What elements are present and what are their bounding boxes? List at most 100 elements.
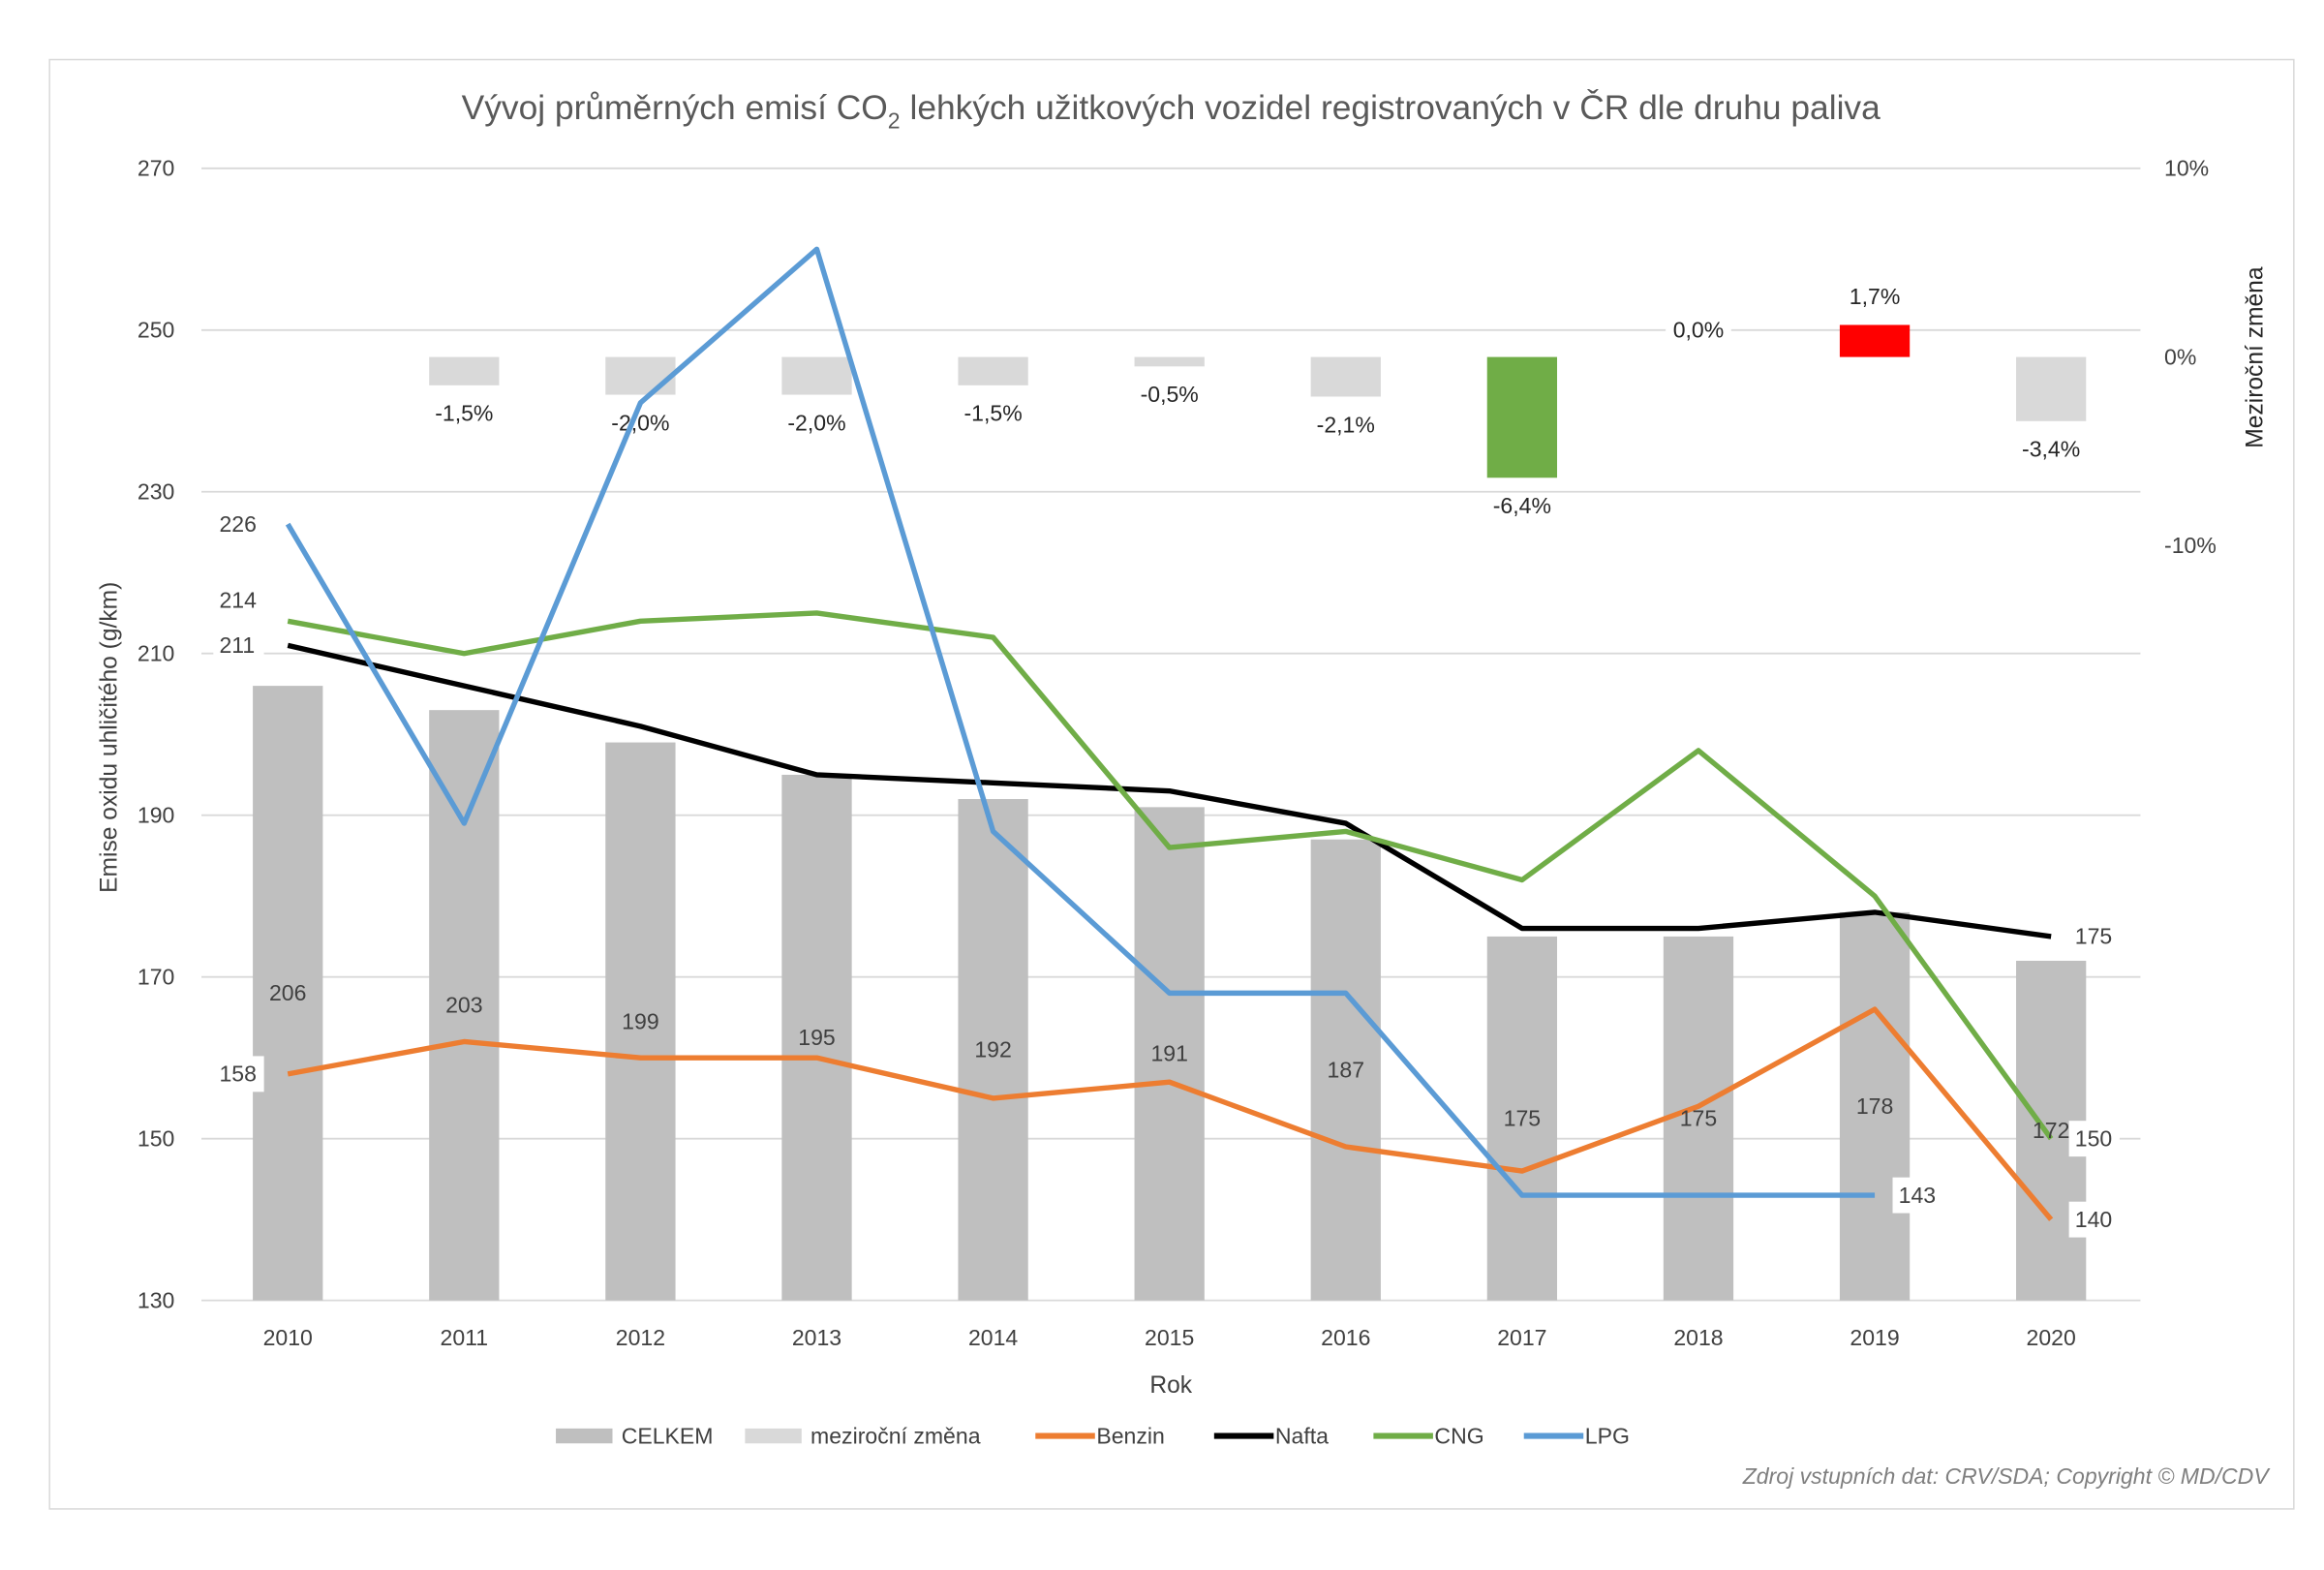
celkem-value-label: 199 bbox=[622, 1008, 658, 1033]
celkem-bar bbox=[253, 686, 323, 1301]
change-bar bbox=[1486, 356, 1558, 478]
celkem-bar bbox=[605, 742, 676, 1301]
celkem-value-label: 206 bbox=[269, 980, 306, 1005]
celkem-value-label: 187 bbox=[1328, 1057, 1364, 1082]
change-label: -6,4% bbox=[1493, 493, 1551, 518]
change-label: -2,0% bbox=[787, 410, 845, 435]
celkem-bars bbox=[253, 686, 2087, 1301]
change-bar bbox=[781, 356, 852, 395]
y2-axis-ticks: 10% 0% -10% bbox=[2164, 155, 2217, 558]
y-tick-label: 270 bbox=[138, 155, 174, 180]
line-label-bg bbox=[2068, 1121, 2120, 1157]
change-bar bbox=[2016, 356, 2087, 421]
line-value-label-benzin: 158 bbox=[219, 1062, 256, 1087]
celkem-bar bbox=[429, 710, 500, 1301]
x-tick-label: 2014 bbox=[968, 1325, 1018, 1350]
line-value-label-cng: 150 bbox=[2075, 1125, 2112, 1151]
y2-axis-label: Meziroční změna bbox=[2243, 266, 2269, 448]
celkem-bar bbox=[1134, 807, 1205, 1301]
y2-tick-label: -10% bbox=[2164, 533, 2217, 558]
change-bar bbox=[605, 356, 676, 395]
change-label: -1,5% bbox=[963, 401, 1022, 426]
line-value-label-nafta: 211 bbox=[219, 632, 255, 658]
celkem-value-label: 175 bbox=[1680, 1105, 1717, 1130]
legend-swatch bbox=[745, 1428, 802, 1444]
celkem-value-label: 195 bbox=[798, 1025, 835, 1050]
line-label-bg bbox=[213, 1056, 264, 1093]
legend-entry: meziroční změna bbox=[810, 1423, 981, 1448]
celkem-bar bbox=[1839, 911, 1911, 1301]
y2-tick-label: 0% bbox=[2164, 344, 2196, 369]
celkem-bar bbox=[958, 799, 1028, 1301]
legend-entry: LPG bbox=[1585, 1423, 1630, 1448]
y-tick-label: 210 bbox=[138, 640, 174, 665]
celkem-value-label: 172 bbox=[2033, 1118, 2069, 1143]
celkem-bar bbox=[1663, 936, 1734, 1301]
line-nafta bbox=[287, 642, 2052, 939]
line-label-bg bbox=[1892, 1177, 1943, 1214]
legend: CELKEM meziroční změna Benzin Nafta CNG LPG bbox=[556, 1423, 1630, 1448]
gridlines bbox=[201, 167, 2141, 1302]
change-label: 0,0% bbox=[1673, 317, 1725, 342]
change-label: -3,4% bbox=[2022, 437, 2080, 462]
x-tick-label: 2010 bbox=[263, 1325, 313, 1350]
celkem-bar bbox=[1486, 936, 1558, 1301]
y2-tick-label: 10% bbox=[2164, 155, 2209, 180]
line-label-bg bbox=[2068, 1201, 2120, 1238]
change-bars: -1,5% -2,0% -2,0% -1,5% -0,5% -2,1% -6,4% 0,0% 1… bbox=[429, 284, 2087, 518]
y-tick-label: 130 bbox=[138, 1287, 174, 1312]
x-tick-label: 2012 bbox=[616, 1325, 665, 1350]
change-bar bbox=[958, 356, 1028, 385]
line-value-label-cng: 214 bbox=[219, 587, 257, 612]
change-label: 1,7% bbox=[1850, 284, 1901, 309]
celkem-value-label: 191 bbox=[1150, 1041, 1187, 1066]
celkem-value-label: 192 bbox=[974, 1037, 1011, 1062]
change-label: -0,5% bbox=[1141, 382, 1199, 407]
x-tick-label: 2011 bbox=[441, 1325, 489, 1350]
change-label-bg bbox=[1666, 315, 1731, 346]
line-cng bbox=[287, 610, 2054, 1141]
celkem-bar bbox=[1310, 839, 1381, 1301]
line-label-bg bbox=[213, 627, 264, 663]
legend-swatch bbox=[556, 1428, 613, 1444]
x-tick-label: 2019 bbox=[1850, 1325, 1899, 1350]
x-tick-label: 2016 bbox=[1321, 1325, 1370, 1350]
line-label-bg bbox=[2068, 918, 2120, 955]
line-value-label-nafta: 175 bbox=[2075, 924, 2112, 949]
x-axis-ticks: 2010 2011 2012 2013 2014 2015 2016 2017 2018 2019… bbox=[263, 1325, 2076, 1350]
source-note: Zdroj vstupních dat: CRV/SDA; Copyright … bbox=[1742, 1463, 2272, 1489]
x-tick-label: 2013 bbox=[792, 1325, 841, 1350]
change-bar bbox=[429, 356, 500, 385]
y-axis-label: Emise oxidu uhličitého (g/km) bbox=[96, 582, 122, 893]
y-tick-label: 150 bbox=[138, 1125, 174, 1151]
y-tick-label: 190 bbox=[138, 802, 174, 827]
y-axis-ticks: 130 150 170 190 210 230 250 270 bbox=[138, 155, 174, 1312]
change-bar bbox=[1310, 356, 1381, 397]
legend-entry: CELKEM bbox=[622, 1423, 714, 1448]
line-label-bg bbox=[213, 506, 264, 542]
celkem-bar bbox=[781, 774, 852, 1301]
legend-entry: Benzin bbox=[1096, 1423, 1164, 1448]
series-lines bbox=[285, 246, 2054, 1221]
line-label-bg bbox=[213, 582, 264, 619]
change-label: -2,0% bbox=[611, 410, 669, 435]
data-labels: 206 203 199 195 192 191 187 175 175 178 172 226 214 2… bbox=[213, 506, 2120, 1238]
celkem-value-label: 178 bbox=[1856, 1093, 1893, 1119]
line-benzin bbox=[287, 1006, 2054, 1221]
y-tick-label: 170 bbox=[138, 964, 174, 989]
line-value-label-lpg: 226 bbox=[219, 511, 256, 537]
x-axis-label: Rok bbox=[1149, 1372, 1192, 1399]
x-tick-label: 2015 bbox=[1145, 1325, 1194, 1350]
change-bar bbox=[1839, 324, 1911, 357]
change-label: -1,5% bbox=[435, 401, 493, 426]
x-tick-label: 2020 bbox=[2027, 1325, 2076, 1350]
line-lpg bbox=[285, 246, 1876, 1198]
line-value-label-lpg: 143 bbox=[1899, 1183, 1936, 1208]
celkem-value-label: 203 bbox=[445, 993, 482, 1018]
legend-entry: CNG bbox=[1434, 1423, 1483, 1448]
y-tick-label: 250 bbox=[138, 317, 174, 342]
celkem-value-label: 175 bbox=[1504, 1105, 1541, 1130]
change-bar bbox=[1134, 356, 1205, 367]
x-tick-label: 2018 bbox=[1673, 1325, 1723, 1350]
